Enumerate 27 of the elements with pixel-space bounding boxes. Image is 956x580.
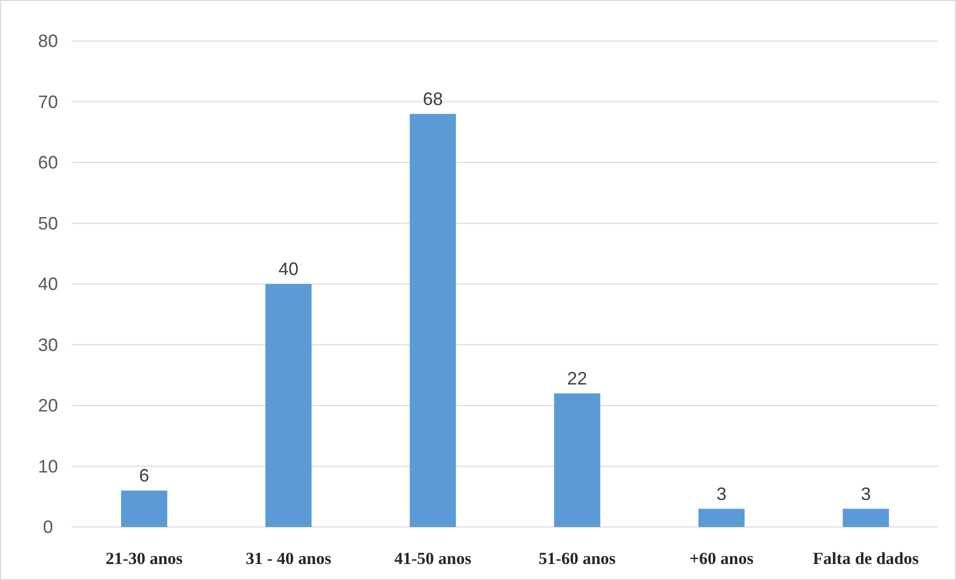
- y-tick-label: 80: [38, 31, 58, 51]
- x-tick-label: 41-50 anos: [394, 549, 472, 568]
- data-label: 68: [422, 88, 443, 109]
- bar: [842, 508, 889, 527]
- y-tick-label: 40: [38, 274, 58, 294]
- data-label: 6: [139, 466, 150, 486]
- x-tick-label: +60 anos: [689, 549, 754, 568]
- data-label: 40: [278, 259, 299, 279]
- y-tick-label: 0: [42, 517, 54, 537]
- y-tick-label: 70: [38, 92, 58, 112]
- data-label: 3: [860, 484, 871, 504]
- y-tick-label: 50: [38, 213, 58, 234]
- y-tick-label: 60: [38, 152, 58, 172]
- x-tick-label: 31 - 40 anos: [246, 549, 332, 568]
- y-tick-label: 20: [38, 396, 58, 416]
- bar: [554, 393, 600, 527]
- bar: [121, 490, 168, 527]
- y-tick-label: 10: [38, 456, 58, 476]
- bar: [698, 508, 745, 527]
- y-tick-label: 30: [38, 334, 58, 355]
- x-tick-label: 21-30 anos: [106, 549, 184, 568]
- x-tick-label: 51-60 anos: [538, 549, 616, 568]
- bar: [410, 114, 456, 527]
- data-label: 22: [567, 368, 588, 388]
- data-label: 3: [716, 484, 727, 504]
- x-tick-label: Falta de dados: [812, 549, 920, 568]
- bar: [265, 284, 312, 527]
